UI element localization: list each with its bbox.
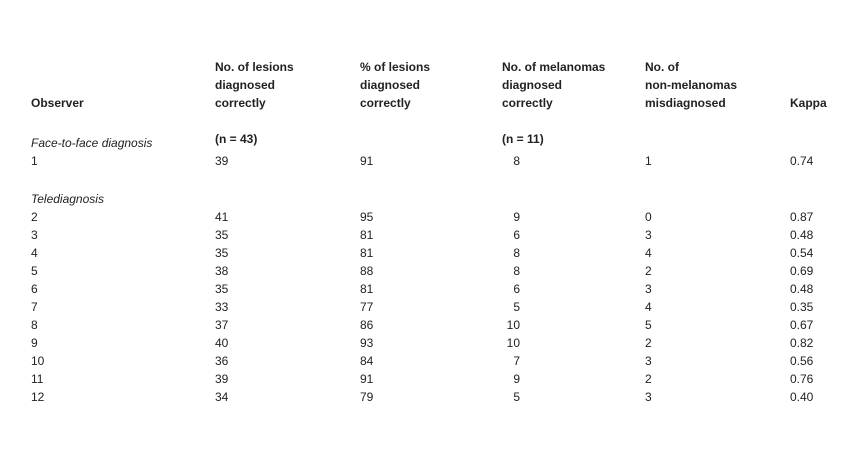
cell-lesions: 38 xyxy=(215,264,229,278)
cell-melanomas: 8 xyxy=(513,154,520,168)
cell-non-melanomas: 3 xyxy=(645,390,652,404)
cell-observer: 7 xyxy=(31,300,38,314)
header-lesions-n: (n = 43) xyxy=(215,132,258,146)
table-row: 9 40 93 10 2 0.82 xyxy=(0,334,860,352)
cell-melanomas: 9 xyxy=(513,210,520,224)
table-row: 2 41 95 9 0 0.87 xyxy=(0,208,860,226)
cell-melanomas: 8 xyxy=(513,264,520,278)
cell-observer: 11 xyxy=(31,372,44,386)
cell-pct: 91 xyxy=(360,154,374,168)
table-row: 11 39 91 9 2 0.76 xyxy=(0,370,860,388)
header-lesions-correct-text: No. of lesions diagnosed correctly xyxy=(215,60,294,110)
cell-kappa: 0.69 xyxy=(790,264,814,278)
cell-melanomas: 5 xyxy=(513,390,520,404)
cell-non-melanomas: 1 xyxy=(645,154,652,168)
header-melanomas-correct: No. of melanomas diagnosed correctly (n … xyxy=(502,40,605,166)
cell-pct: 95 xyxy=(360,210,374,224)
cell-non-melanomas: 2 xyxy=(645,264,652,278)
cell-observer: 2 xyxy=(31,210,38,224)
cell-lesions: 41 xyxy=(215,210,229,224)
cell-melanomas: 7 xyxy=(513,354,520,368)
cell-non-melanomas: 3 xyxy=(645,354,652,368)
cell-melanomas: 5 xyxy=(513,300,520,314)
header-lesions-correct: No. of lesions diagnosed correctly (n = … xyxy=(215,40,294,166)
header-observer: Observer xyxy=(31,96,84,110)
header-pct-correct: % of lesions diagnosed correctly xyxy=(360,60,431,110)
header-melanomas-correct-text: No. of melanomas diagnosed correctly xyxy=(502,60,606,110)
cell-lesions: 36 xyxy=(215,354,229,368)
section-title-face-to-face: Face-to-face diagnosis xyxy=(31,136,153,150)
cell-non-melanomas: 2 xyxy=(645,336,652,350)
cell-pct: 77 xyxy=(360,300,374,314)
cell-kappa: 0.40 xyxy=(790,390,814,404)
cell-non-melanomas: 4 xyxy=(645,300,652,314)
header-kappa: Kappa xyxy=(790,96,827,110)
cell-observer: 10 xyxy=(31,354,45,368)
cell-non-melanomas: 3 xyxy=(645,228,652,242)
cell-non-melanomas: 0 xyxy=(645,210,652,224)
cell-lesions: 33 xyxy=(215,300,229,314)
cell-kappa: 0.35 xyxy=(790,300,814,314)
cell-pct: 93 xyxy=(360,336,374,350)
cell-lesions: 39 xyxy=(215,154,229,168)
cell-observer: 8 xyxy=(31,318,38,332)
cell-kappa: 0.48 xyxy=(790,228,814,242)
cell-melanomas: 6 xyxy=(513,228,520,242)
cell-pct: 84 xyxy=(360,354,374,368)
cell-melanomas: 6 xyxy=(513,282,520,296)
cell-lesions: 37 xyxy=(215,318,229,332)
cell-observer: 12 xyxy=(31,390,45,404)
cell-observer: 6 xyxy=(31,282,38,296)
cell-pct: 81 xyxy=(360,282,374,296)
cell-pct: 79 xyxy=(360,390,374,404)
cell-observer: 4 xyxy=(31,246,38,260)
cell-kappa: 0.67 xyxy=(790,318,814,332)
cell-pct: 88 xyxy=(360,264,374,278)
cell-lesions: 34 xyxy=(215,390,229,404)
header-melanomas-n: (n = 11) xyxy=(502,132,544,146)
cell-kappa: 0.74 xyxy=(790,154,814,168)
cell-melanomas: 9 xyxy=(513,372,520,386)
cell-melanomas: 10 xyxy=(506,318,520,332)
header-non-melanomas: No. of non-melanomas misdiagnosed xyxy=(645,60,738,110)
table-row: 4 35 81 8 4 0.54 xyxy=(0,244,860,262)
cell-melanomas: 8 xyxy=(513,246,520,260)
cell-kappa: 0.82 xyxy=(790,336,814,350)
cell-non-melanomas: 5 xyxy=(645,318,652,332)
cell-kappa: 0.54 xyxy=(790,246,814,260)
table-row: 1 39 91 8 1 0.74 xyxy=(0,152,860,170)
cell-kappa: 0.76 xyxy=(790,372,814,386)
cell-non-melanomas: 4 xyxy=(645,246,652,260)
table-row: 6 35 81 6 3 0.48 xyxy=(0,280,860,298)
cell-kappa: 0.56 xyxy=(790,354,814,368)
cell-pct: 86 xyxy=(360,318,374,332)
cell-lesions: 35 xyxy=(215,228,229,242)
table-row: 12 34 79 5 3 0.40 xyxy=(0,388,860,406)
cell-melanomas: 10 xyxy=(506,336,520,350)
table-row: 7 33 77 5 4 0.35 xyxy=(0,298,860,316)
cell-pct: 81 xyxy=(360,246,374,260)
cell-observer: 3 xyxy=(31,228,38,242)
section-title-telediagnosis: Telediagnosis xyxy=(31,192,104,206)
cell-lesions: 39 xyxy=(215,372,229,386)
cell-lesions: 35 xyxy=(215,246,229,260)
cell-lesions: 40 xyxy=(215,336,229,350)
table-row: 10 36 84 7 3 0.56 xyxy=(0,352,860,370)
cell-kappa: 0.48 xyxy=(790,282,814,296)
table-row: 3 35 81 6 3 0.48 xyxy=(0,226,860,244)
cell-pct: 91 xyxy=(360,372,374,386)
table-row: 5 38 88 8 2 0.69 xyxy=(0,262,860,280)
cell-observer: 1 xyxy=(31,154,38,168)
table-row: 8 37 86 10 5 0.67 xyxy=(0,316,860,334)
cell-observer: 5 xyxy=(31,264,38,278)
cell-lesions: 35 xyxy=(215,282,229,296)
cell-non-melanomas: 2 xyxy=(645,372,652,386)
cell-observer: 9 xyxy=(31,336,38,350)
cell-non-melanomas: 3 xyxy=(645,282,652,296)
cell-kappa: 0.87 xyxy=(790,210,814,224)
cell-pct: 81 xyxy=(360,228,374,242)
